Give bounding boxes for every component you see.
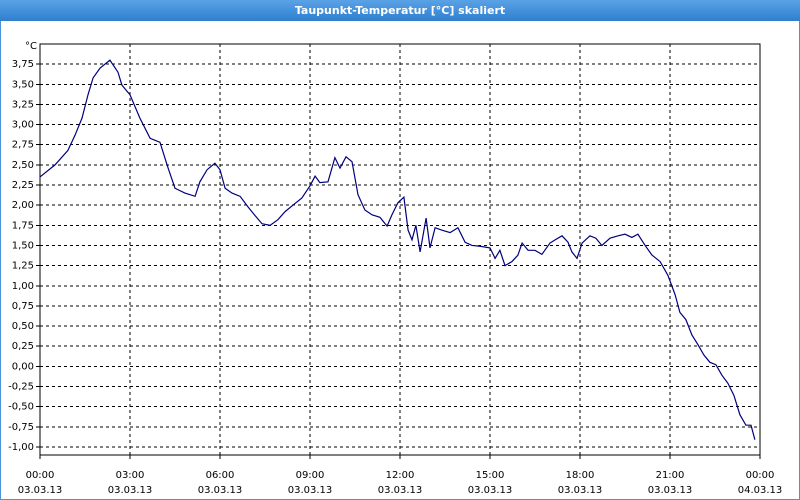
y-tick-label: -0,75 bbox=[8, 422, 34, 433]
y-tick-label: 2,50 bbox=[12, 160, 34, 171]
x-tick-label: 03:00 bbox=[116, 470, 145, 481]
y-tick-label: 0,00 bbox=[12, 361, 34, 372]
y-tick-label: 0,75 bbox=[12, 301, 34, 312]
x-tick-date: 03.03.13 bbox=[468, 485, 513, 496]
chart-title: Taupunkt-Temperatur [°C] skaliert bbox=[295, 4, 505, 17]
y-tick-label: 2,00 bbox=[12, 200, 34, 211]
y-tick-label: 3,50 bbox=[12, 79, 34, 90]
x-tick-date: 04.03.13 bbox=[738, 485, 783, 496]
title-bar bbox=[0, 0, 800, 21]
y-tick-label: 3,25 bbox=[12, 99, 34, 110]
y-tick-label: -0,25 bbox=[8, 382, 34, 393]
y-tick-label: -0,50 bbox=[8, 402, 34, 413]
x-tick-date: 03.03.13 bbox=[18, 485, 63, 496]
x-tick-date: 03.03.13 bbox=[378, 485, 423, 496]
x-tick-date: 03.03.13 bbox=[288, 485, 333, 496]
plot-frame bbox=[39, 43, 761, 456]
y-tick-label: -1,00 bbox=[8, 442, 34, 453]
y-tick-label: 3,00 bbox=[12, 120, 34, 131]
x-tick-label: 15:00 bbox=[476, 470, 505, 481]
x-tick-date: 03.03.13 bbox=[198, 485, 243, 496]
y-tick-label: 2,75 bbox=[12, 140, 34, 151]
x-tick-date: 03.03.13 bbox=[558, 485, 603, 496]
x-tick-label: 00:00 bbox=[746, 470, 775, 481]
x-tick-label: 00:00 bbox=[26, 470, 55, 481]
y-tick-label: 1,00 bbox=[12, 281, 34, 292]
x-tick-label: 06:00 bbox=[206, 470, 235, 481]
x-tick-label: 12:00 bbox=[386, 470, 415, 481]
y-tick-label: 1,75 bbox=[12, 220, 34, 231]
y-tick-label: 3,75 bbox=[12, 59, 34, 70]
y-axis-label: °C bbox=[25, 41, 37, 52]
y-tick-label: 0,50 bbox=[12, 321, 34, 332]
x-tick-label: 09:00 bbox=[296, 470, 325, 481]
data-line bbox=[39, 59, 756, 440]
y-tick-label: 1,25 bbox=[12, 261, 34, 272]
y-tick-label: 2,25 bbox=[12, 180, 34, 191]
x-tick-label: 21:00 bbox=[656, 470, 685, 481]
x-tick-date: 03.03.13 bbox=[108, 485, 153, 496]
x-tick-label: 18:00 bbox=[566, 470, 595, 481]
y-tick-label: 1,50 bbox=[12, 240, 34, 251]
x-tick-date: 03.03.13 bbox=[648, 485, 693, 496]
y-tick-label: 0,25 bbox=[12, 341, 34, 352]
